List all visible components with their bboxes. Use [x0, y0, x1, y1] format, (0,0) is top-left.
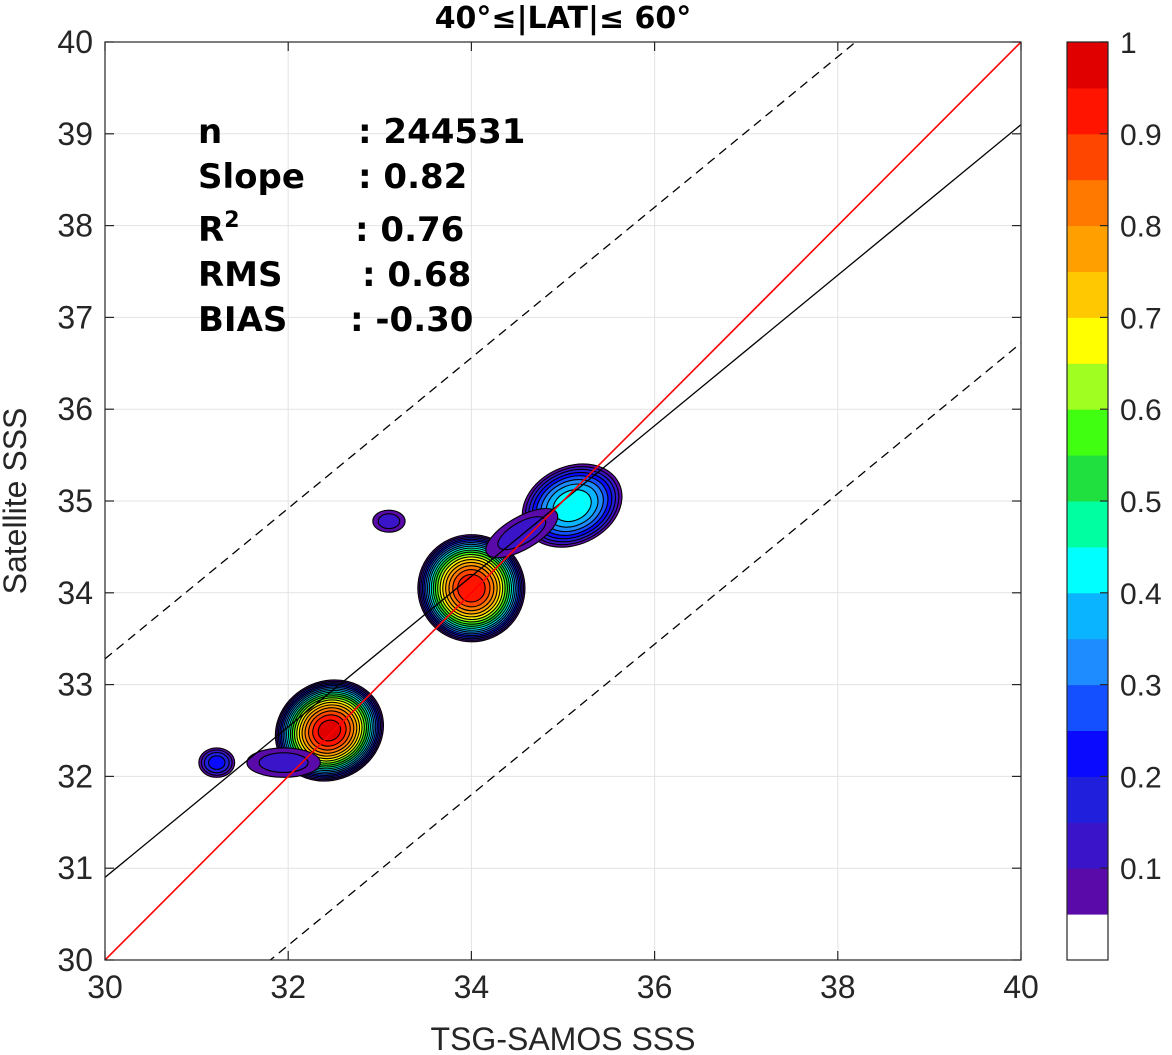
x-tick-label: 32	[270, 969, 306, 1005]
x-tick-label: 34	[454, 969, 490, 1005]
x-axis-label: TSG-SAMOS SSS	[431, 1021, 696, 1055]
colorbar-tick-label: 1	[1120, 27, 1137, 60]
contour-level	[377, 513, 401, 530]
stat-value: : -0.30	[350, 300, 473, 340]
colorbar-tick-label: 0.1	[1120, 853, 1162, 886]
y-tick-label: 32	[57, 758, 93, 794]
chart-title: 40°≤|LAT|≤ 60°	[435, 1, 692, 36]
stat-value: : 0.82	[358, 157, 467, 197]
y-tick-label: 31	[57, 850, 93, 886]
y-tick-label: 39	[57, 116, 93, 152]
colorbar-tick-label: 0.5	[1120, 486, 1162, 519]
colorbar-segment	[1067, 271, 1108, 318]
colorbar-segment	[1067, 776, 1108, 823]
contour-field	[198, 463, 623, 782]
y-tick-label: 33	[57, 667, 93, 703]
colorbar-segment	[1067, 87, 1108, 135]
colorbar-segment	[1067, 914, 1108, 961]
stat-value: : 244531	[358, 112, 525, 152]
colorbar-segment	[1067, 179, 1108, 227]
stat-label: RMS	[198, 255, 283, 295]
x-tick-label: 30	[87, 969, 123, 1005]
colorbar-segment	[1067, 409, 1108, 456]
colorbar-tick-label: 0.6	[1120, 394, 1162, 427]
y-tick-label: 37	[57, 299, 93, 335]
y-tick-label: 36	[57, 391, 93, 427]
colorbar-tick-label: 0.3	[1120, 670, 1162, 703]
reference-lines	[105, 42, 1021, 960]
y-axis-label: Satellite SSS	[0, 408, 33, 595]
contour-cluster	[246, 747, 321, 778]
colorbar-segment	[1067, 317, 1108, 364]
colorbar-segment	[1067, 501, 1108, 548]
contour-level	[258, 752, 309, 773]
y-tick-label: 34	[57, 575, 93, 611]
colorbar-segment	[1067, 133, 1108, 181]
colorbar-segment	[1067, 592, 1108, 640]
colorbar-segment	[1067, 363, 1108, 410]
upper-bound-line	[105, 42, 857, 660]
colorbar-tick-label: 0.7	[1120, 302, 1162, 335]
x-tick-label: 36	[637, 969, 673, 1005]
colorbar-tick-label: 0.8	[1120, 211, 1162, 244]
colorbar-segment	[1067, 225, 1108, 272]
colorbar-tick-label: 0.4	[1120, 578, 1162, 611]
y-tick-label: 35	[57, 483, 93, 519]
axis-ticks: 30 32 34 36 38 40 30 31 32 33 34 35 36 37 38 39 40	[57, 24, 1038, 1005]
x-tick-label: 38	[820, 969, 856, 1005]
stat-label: n	[198, 112, 222, 152]
x-tick-label: 40	[1003, 969, 1039, 1005]
y-tick-label: 38	[57, 208, 93, 244]
stat-value: : 0.68	[362, 255, 471, 295]
colorbar-segment	[1067, 455, 1108, 502]
stat-label: Slope	[198, 157, 305, 197]
lower-bound-line	[269, 342, 1021, 960]
colorbar-tick-label: 0.9	[1120, 119, 1162, 152]
colorbar: 0.1 0.2 0.3 0.4 0.5 0.6 0.7 0.8 0.9 1	[1066, 27, 1162, 961]
stat-label: BIAS	[198, 300, 287, 340]
colorbar-segment	[1067, 638, 1108, 686]
y-tick-label: 30	[57, 942, 93, 978]
contour-level	[207, 755, 226, 770]
y-tick-label: 40	[57, 24, 93, 60]
grid	[104, 41, 1022, 961]
stat-value: : 0.76	[355, 210, 464, 250]
contour-cluster	[372, 509, 406, 533]
colorbar-segment	[1067, 546, 1108, 594]
colorbar-segment	[1067, 42, 1108, 89]
colorbar-segment	[1067, 730, 1108, 777]
colorbar-segment	[1067, 822, 1108, 869]
one-to-one-line	[105, 42, 1021, 960]
colorbar-segment	[1067, 868, 1108, 915]
contour-cluster	[198, 747, 236, 778]
colorbar-segment	[1067, 684, 1108, 731]
colorbar-tick-label: 0.2	[1120, 761, 1162, 794]
contour-cluster	[417, 534, 526, 643]
